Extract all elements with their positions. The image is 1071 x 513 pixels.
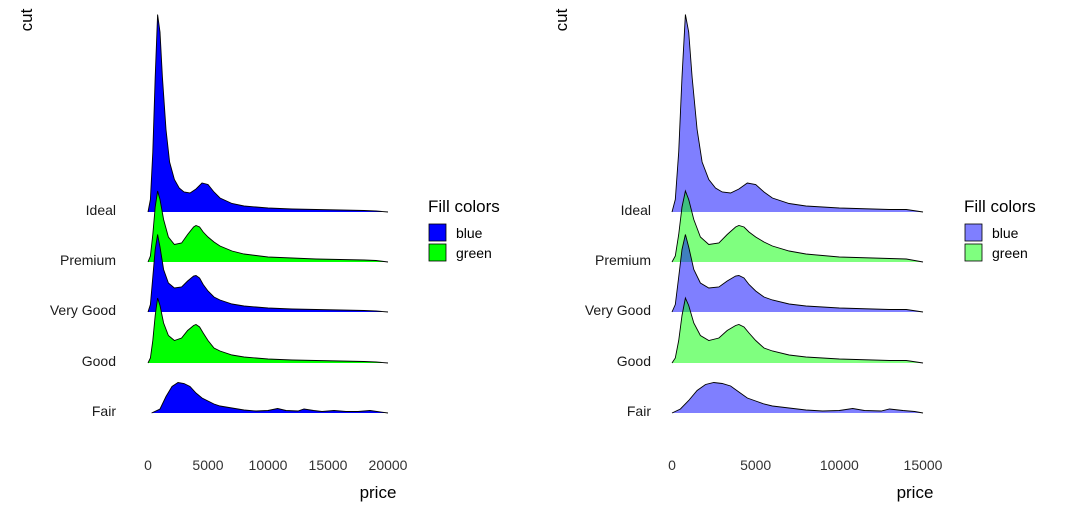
category-label: Premium <box>60 252 116 268</box>
legend-label-blue: blue <box>992 225 1019 241</box>
legend-swatch-green <box>428 243 447 262</box>
legend-label-green: green <box>456 245 492 261</box>
category-label: Good <box>82 353 116 369</box>
ridge-area-ideal <box>148 14 388 212</box>
ridge-line-good <box>671 296 924 364</box>
legend-swatch-blue <box>964 223 983 242</box>
x-tick-label: 5000 <box>192 457 223 473</box>
x-axis-title: price <box>360 483 397 502</box>
category-label: Ideal <box>621 202 651 218</box>
ridge-area-premium <box>672 191 923 262</box>
legend-swatch-blue <box>428 223 447 242</box>
ridge-area-ideal <box>672 14 923 212</box>
ridge-area-good <box>672 298 923 363</box>
legend-label-green: green <box>992 245 1028 261</box>
x-tick-label: 0 <box>144 457 152 473</box>
category-label: Very Good <box>585 302 651 318</box>
left-ridgeline-panel: Fair Good Very Good Premium Ideal 0 5000 10000 1… <box>17 8 500 502</box>
x-tick-label: 15000 <box>904 457 943 473</box>
category-label: Fair <box>92 403 116 419</box>
ridge-area-good <box>148 298 388 363</box>
ridge-line-very-good <box>671 234 924 313</box>
ridge-line-good <box>147 297 389 364</box>
x-axis-title: price <box>897 483 934 502</box>
category-label: Very Good <box>50 302 116 318</box>
x-tick-label: 10000 <box>249 457 288 473</box>
ridge-area-fair <box>672 382 923 413</box>
legend-title: Fill colors <box>428 197 500 216</box>
category-label: Premium <box>595 252 651 268</box>
ridge-line-premium <box>671 189 924 263</box>
legend-label-blue: blue <box>456 225 483 241</box>
ridge-area-fair <box>151 382 388 413</box>
legend-swatch-green <box>964 243 983 262</box>
ridge-area-very-good <box>148 234 388 312</box>
category-label: Good <box>617 353 651 369</box>
ridge-line-ideal <box>147 14 389 213</box>
category-label: Fair <box>627 403 651 419</box>
ridge-line-fair <box>671 382 924 414</box>
ridge-area-premium <box>148 191 388 262</box>
x-tick-label: 0 <box>668 457 676 473</box>
category-label: Ideal <box>86 202 116 218</box>
x-tick-label: 5000 <box>740 457 771 473</box>
ridge-line-ideal <box>671 14 924 213</box>
x-tick-label: 20000 <box>369 457 408 473</box>
legend-title: Fill colors <box>964 197 1036 216</box>
ridge-line-premium <box>147 190 389 263</box>
ridge-line-fair <box>151 382 389 414</box>
right-ridgeline-panel: Fair Good Very Good Premium Ideal 0 5000 10000 1… <box>552 8 1036 502</box>
y-axis-title: cut <box>17 8 36 31</box>
y-axis-title: cut <box>552 8 571 31</box>
ridge-area-very-good <box>672 234 923 312</box>
x-tick-label: 10000 <box>820 457 859 473</box>
ridge-line-very-good <box>147 234 389 313</box>
x-tick-label: 15000 <box>309 457 348 473</box>
